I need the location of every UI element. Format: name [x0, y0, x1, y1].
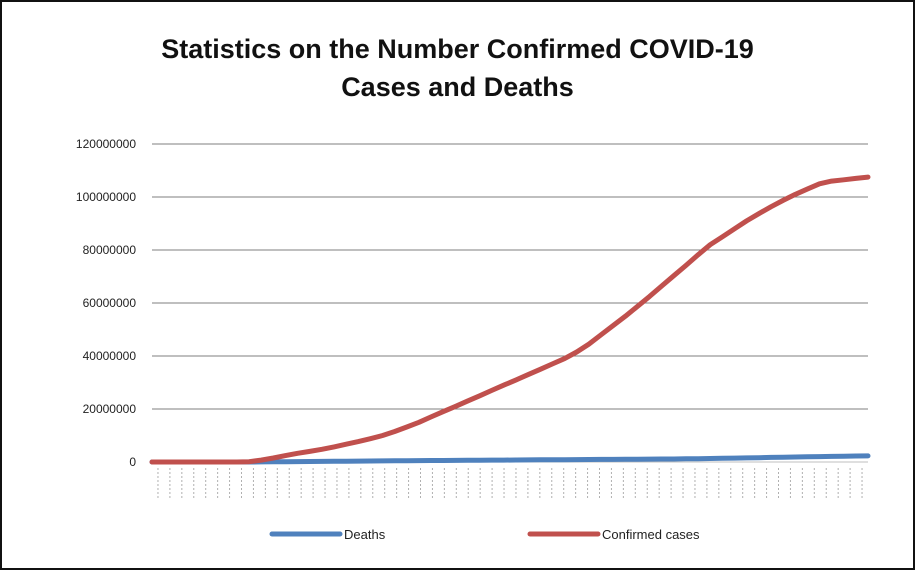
y-tick-label: 120000000: [76, 137, 136, 151]
x-axis-ticks: [157, 468, 863, 500]
chart-title: Statistics on the Number Confirmed COVID…: [0, 30, 915, 106]
chart-title-line-2: Cases and Deaths: [341, 72, 574, 102]
y-tick-label: 20000000: [83, 402, 137, 416]
legend: Deaths Confirmed cases: [269, 527, 700, 542]
chart-title-line-1: Statistics on the Number Confirmed COVID…: [161, 34, 754, 64]
y-tick-label: 80000000: [83, 243, 137, 257]
y-axis-ticks: 0 20000000 40000000 60000000 80000000 1000000…: [76, 137, 136, 469]
y-tick-label: 60000000: [83, 296, 137, 310]
legend-label-deaths: Deaths: [344, 527, 386, 542]
y-tick-label: 100000000: [76, 190, 136, 204]
series-lines: [149, 174, 871, 465]
series-line-deaths: [149, 453, 871, 465]
y-tick-label: 40000000: [83, 349, 137, 363]
series-line-confirmed-cases: [149, 174, 871, 465]
y-tick-label: 0: [129, 455, 136, 469]
legend-label-confirmed-cases: Confirmed cases: [602, 527, 700, 542]
gridlines: [152, 143, 868, 463]
